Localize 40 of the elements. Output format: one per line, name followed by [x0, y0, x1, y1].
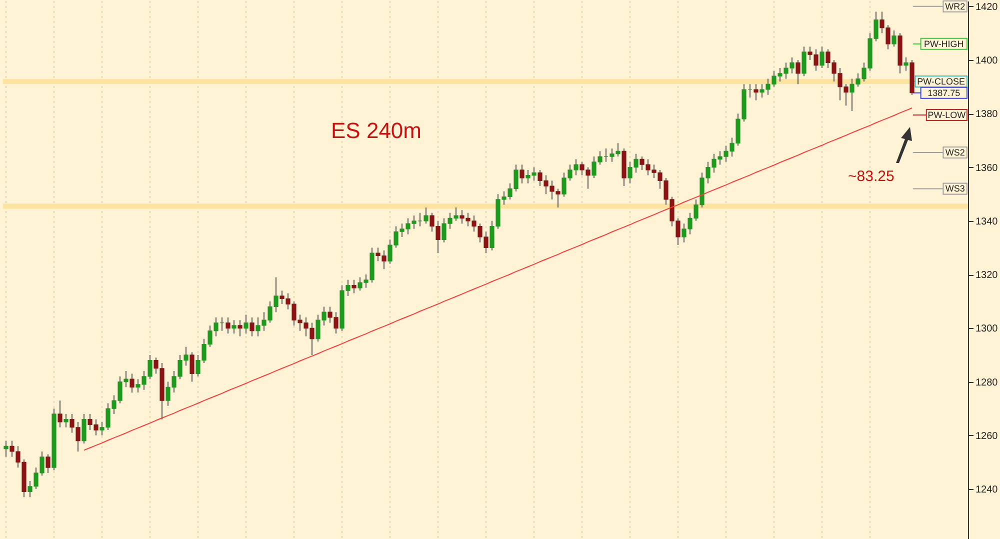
candlestick: [46, 454, 50, 474]
annotation: ~83.25: [848, 168, 894, 185]
candlestick: [190, 352, 194, 382]
text: ES 240m: [331, 118, 422, 143]
candlestick: [904, 56, 908, 72]
candlestick: [64, 413, 68, 428]
y-tick-label: 1280: [976, 377, 998, 388]
candlestick: [250, 316, 254, 337]
candlestick: [232, 320, 236, 334]
ref-line-label: WS2: [945, 148, 965, 158]
candlestick: [892, 30, 896, 48]
ref-line-label: PW-LOW: [928, 110, 966, 120]
candlestick: [58, 400, 62, 428]
y-tick-label: 1240: [976, 484, 998, 496]
candlestick: [802, 46, 806, 77]
candlestick: [754, 84, 758, 101]
y-tick-label: 1320: [976, 270, 998, 282]
candlestick: [796, 59, 800, 85]
y-tick-label: 1400: [976, 55, 998, 66]
y-tick-label: 1380: [976, 109, 998, 120]
ref-line-label: PW-CLOSE: [917, 76, 966, 86]
candlestick: [238, 320, 242, 337]
y-tick-label: 1340: [976, 216, 998, 228]
line-series: [84, 107, 912, 451]
y-tick-label: 1300: [976, 324, 998, 335]
y-tick-label: 1260: [976, 430, 998, 442]
candlestick: [244, 314, 248, 334]
candlestick: [520, 164, 524, 184]
candlestick: [352, 279, 356, 294]
ref-line-label: WS3: [945, 184, 965, 194]
ref-line-label: PW-HIGH: [924, 38, 964, 49]
candlestick: [226, 316, 230, 334]
ref-line-label: WR2: [945, 1, 966, 12]
ref-line-label: 1387.75: [928, 88, 960, 98]
candlestick: [4, 440, 8, 458]
candlestick: [820, 46, 824, 69]
y-tick-label: 1420: [976, 2, 998, 13]
y-tick-label: 1360: [976, 162, 998, 174]
candlestick: [82, 413, 86, 444]
candlestick: [130, 373, 134, 394]
